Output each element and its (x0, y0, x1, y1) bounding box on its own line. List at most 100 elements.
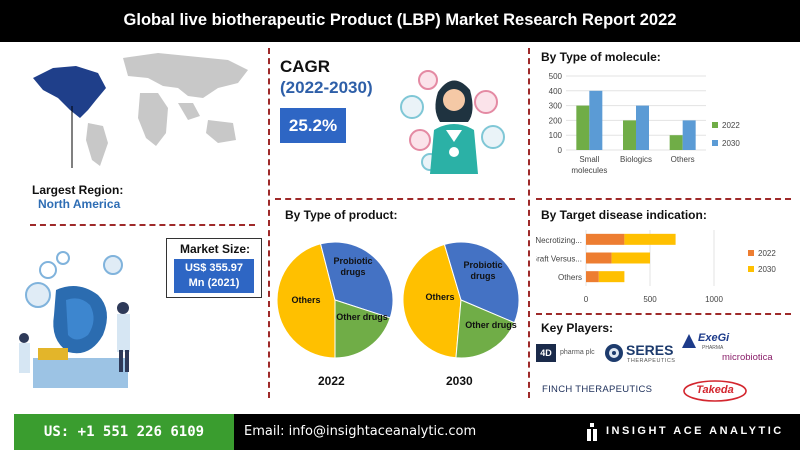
disease-category-0: Necrotizing... (536, 236, 582, 245)
molecule-category-2-0: Others (671, 155, 695, 164)
molecule-ytick-0: 0 (558, 146, 563, 155)
world-map-illustration (33, 53, 248, 168)
cagr-value: 25.2% (280, 108, 346, 143)
molecule-ytick-4: 400 (549, 87, 563, 96)
divider-left-section (30, 224, 255, 226)
market-size-label: Market Size: (179, 242, 251, 256)
key-players-title: Key Players: (541, 321, 614, 335)
disease-legend-swatch-2022 (748, 250, 754, 256)
pie-chart-2022 (276, 241, 394, 359)
cagr-title: CAGR (280, 57, 331, 76)
divider-vertical-left (268, 48, 270, 398)
pie-2030-slice-1 (443, 241, 520, 324)
product-chart-title: By Type of product: (285, 208, 398, 222)
logo-exegi-text: ExeGi (698, 332, 730, 344)
divider-center-section (275, 198, 515, 200)
pie-2030-label-probiotic: Probiotic drugs (463, 260, 503, 281)
molecule-ytick-2: 200 (549, 116, 563, 125)
market-size-box: Market Size: US$ 355.97 Mn (2021) (166, 238, 262, 298)
molecule-category-0-0: Small (579, 155, 599, 164)
pie-2022-label-others: Others (291, 295, 321, 305)
logo-exegi: ExeGi PHARMA (680, 330, 736, 354)
disease-category-2: Others (558, 273, 582, 282)
takeda-mark-icon (683, 380, 747, 402)
molecule-ytick-5: 500 (549, 72, 563, 81)
disease-xtick-1: 500 (643, 295, 657, 304)
molecule-legend-label-2022: 2022 (722, 121, 740, 130)
disease-legend-swatch-2030 (748, 266, 754, 272)
molecule-legend-swatch-2030 (712, 140, 718, 146)
molecule-bar-2030-2 (682, 120, 696, 150)
molecule-ytick-1: 100 (549, 131, 563, 140)
molecule-chart-title: By Type of molecule: (541, 50, 661, 64)
pie-2030-slice-0 (402, 243, 462, 359)
brand-logo-icon (587, 423, 597, 441)
logo-microbiotica-text: microbiotica (722, 352, 773, 363)
cagr-years: (2022-2030) (280, 78, 373, 97)
page-title: Global live biotherapeutic Product (LBP)… (123, 11, 677, 29)
disease-bar-chart: 0 500 1000 Necrotizing... Graft Versus... Oth… (536, 230, 776, 304)
disease-bar-2030-1 (611, 252, 650, 264)
disease-xtick-2: 1000 (705, 295, 723, 304)
footer-phone-bar: US: +1 551 226 6109 (14, 414, 234, 450)
disease-bar-2030-2 (598, 271, 625, 283)
largest-region-value: North America (38, 197, 121, 211)
footer-phone[interactable]: US: +1 551 226 6109 (43, 424, 205, 440)
pie-2030-slice-2 (455, 299, 516, 359)
disease-bar-2030-0 (624, 233, 676, 245)
market-size-value-line1: US$ 355.97 (184, 262, 244, 274)
header-bar: Global live biotherapeutic Product (LBP)… (0, 0, 800, 42)
disease-category-1: Graft Versus... (536, 255, 582, 264)
logo-takeda-text: Takeda (696, 384, 734, 396)
pie-2022-label-probiotic: Probiotic drugs (333, 256, 373, 277)
disease-bar-2022-1 (586, 252, 612, 264)
molecule-bar-2022-1 (623, 120, 636, 150)
pie-2030-label-other-drugs: Other drugs (465, 320, 517, 330)
disease-bar-2022-0 (586, 233, 625, 245)
molecule-bar-2030-1 (636, 105, 649, 150)
disease-legend-label-2022: 2022 (758, 249, 776, 258)
logo-exegi-sub: PHARMA (702, 345, 724, 351)
molecule-bar-chart: 0 100 200 300 400 500 Small molecules Biologics O… (549, 72, 741, 175)
seres-mark-icon (605, 344, 623, 362)
pie-chart-2030 (402, 241, 520, 359)
logo-seres-sub: THERAPEUTICS (627, 358, 676, 364)
molecule-legend-label-2030: 2030 (722, 139, 740, 148)
disease-legend-label-2030: 2030 (758, 265, 776, 274)
molecule-bar-2030-0 (589, 90, 603, 150)
market-size-value: US$ 355.97 Mn (2021) (174, 259, 254, 293)
molecule-category-1-0: Biologics (620, 155, 652, 164)
pie-2030-year: 2030 (446, 374, 473, 388)
pie-2022-slice-2 (334, 299, 391, 359)
divider-right-upper (536, 198, 791, 200)
logo-microbiotica: microbiotica (722, 350, 796, 370)
molecule-legend-swatch-2022 (712, 122, 718, 128)
logo-4d-pharma: 4D pharma plc (536, 344, 600, 362)
molecule-category-0-1: molecules (571, 166, 607, 175)
logo-finch: FINCH THERAPEUTICS (542, 382, 678, 398)
pie-2030-label-others: Others (425, 292, 455, 302)
logo-takeda: Takeda (682, 380, 748, 402)
footer-email[interactable]: Email: info@insightaceanalytic.com (244, 424, 477, 439)
pie-2022-slice-1 (319, 241, 394, 319)
pie-2022-label-other-drugs: Other drugs (336, 312, 388, 322)
market-size-value-line2: Mn (2021) (188, 277, 240, 289)
lab-illustration (19, 251, 130, 388)
exegi-mark-icon (682, 334, 696, 348)
logo-4d-mark: 4D (536, 344, 556, 362)
pie-2022-year: 2022 (318, 374, 345, 388)
disease-xtick-0: 0 (584, 295, 589, 304)
pie-2022-slice-0 (276, 243, 336, 359)
molecule-bar-2022-0 (576, 105, 590, 150)
north-america-highlight (33, 66, 106, 118)
footer-brand: INSIGHT ACE ANALYTIC (606, 425, 784, 437)
largest-region-label: Largest Region: (32, 183, 124, 197)
molecule-bar-2022-2 (669, 135, 683, 150)
divider-right-lower (536, 313, 791, 315)
logo-seres-text: SERES (626, 342, 674, 358)
divider-vertical-right (528, 48, 530, 398)
logo-finch-text: FINCH THERAPEUTICS (542, 384, 653, 395)
logo-seres: SERES THERAPEUTICS (604, 340, 682, 370)
molecule-ytick-3: 300 (549, 102, 563, 111)
map-continents (86, 53, 248, 166)
